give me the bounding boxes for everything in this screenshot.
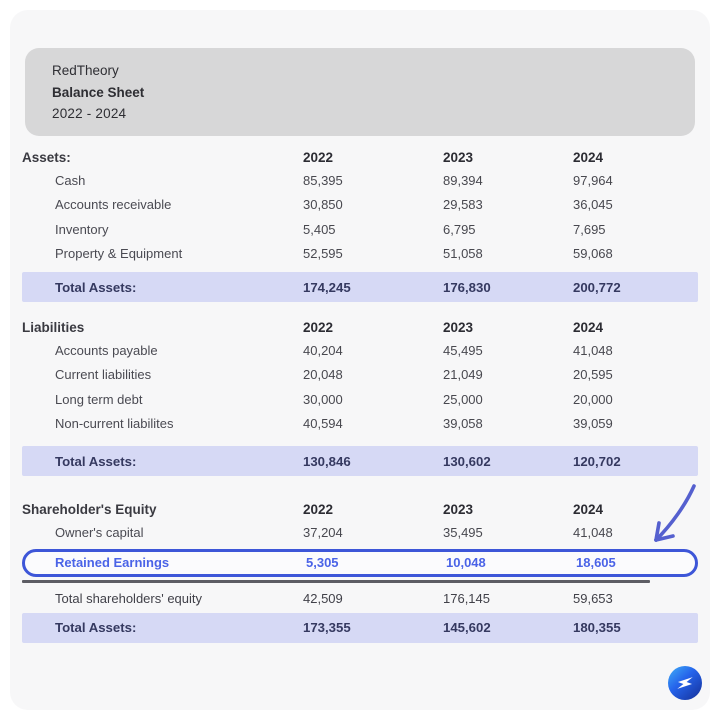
year-column-header: 2024	[573, 149, 604, 165]
assets-total-row: Total Assets: 174,245 176,830 200,772	[22, 272, 698, 302]
total-label: Total Assets:	[55, 620, 137, 635]
cell-value: 39,059	[573, 416, 613, 432]
cell-value: 10,048	[446, 555, 486, 570]
row-label: Current liabilities	[55, 367, 152, 383]
cell-value: 41,048	[573, 524, 613, 540]
year-column-header: 2024	[573, 319, 604, 335]
row-label: Property & Equipment	[55, 246, 183, 262]
cell-value: 29,583	[443, 197, 483, 213]
equity-subtotal-row: Total shareholders' equity 42,509 176,14…	[22, 587, 698, 611]
cell-value: 5,305	[306, 555, 339, 570]
document-title: Balance Sheet	[52, 84, 145, 100]
assets-section-header: Assets: 2022 2023 2024	[22, 146, 698, 168]
total-value: 173,355	[303, 620, 351, 635]
section-title: Shareholder's Equity	[22, 501, 157, 517]
table-row: Owner's capital 37,204 35,495 41,048	[22, 520, 698, 545]
cell-value: 30,000	[303, 391, 343, 407]
table-row: Non-current liabilites 40,594 39,058 39,…	[22, 412, 698, 437]
section-title: Liabilities	[22, 319, 85, 335]
cell-value: 20,048	[303, 367, 343, 383]
equity-total-row: Total Assets: 173,355 145,602 180,355	[22, 612, 698, 643]
table-row: Long term debt 30,000 25,000 20,000	[22, 387, 698, 412]
balance-sheet-card: RedTheory Balance Sheet 2022 - 2024 Asse…	[10, 10, 710, 710]
total-label: Total Assets:	[55, 453, 137, 469]
table-row: Accounts receivable 30,850 29,583 36,045	[22, 193, 698, 218]
table-row: Accounts payable 40,204 45,495 41,048	[22, 338, 698, 363]
liabilities-total-row: Total Assets: 130,846 130,602 120,702	[22, 446, 698, 476]
year-column-header: 2022	[303, 319, 334, 335]
cell-value: 21,049	[443, 367, 483, 383]
row-label: Cash	[55, 172, 86, 188]
cell-value: 59,653	[573, 591, 613, 606]
lightning-bolt-logo-icon	[668, 666, 702, 700]
total-value: 130,602	[443, 453, 491, 469]
cell-value: 85,395	[303, 172, 343, 188]
cell-value: 36,045	[573, 197, 613, 213]
cell-value: 18,605	[576, 555, 616, 570]
cell-value: 40,594	[303, 416, 343, 432]
row-label: Long term debt	[55, 391, 143, 407]
table-row: Property & Equipment 52,595 51,058 59,06…	[22, 242, 698, 267]
cell-value: 25,000	[443, 391, 483, 407]
total-value: 200,772	[573, 279, 621, 295]
table-row: Current liabilities 20,048 21,049 20,595	[22, 363, 698, 388]
cell-value: 37,204	[303, 524, 343, 540]
equity-section-header: Shareholder's Equity 2022 2023 2024	[22, 498, 698, 520]
row-label: Retained Earnings	[55, 555, 170, 570]
row-label: Owner's capital	[55, 524, 144, 540]
document-header: RedTheory Balance Sheet 2022 - 2024	[25, 48, 695, 136]
cell-value: 51,058	[443, 246, 483, 262]
total-value: 180,355	[573, 620, 621, 635]
section-title: Assets:	[22, 149, 71, 165]
row-label: Inventory	[55, 221, 109, 237]
cell-value: 5,405	[303, 221, 336, 237]
total-label: Total Assets:	[55, 279, 137, 295]
cell-value: 7,695	[573, 221, 606, 237]
cell-value: 52,595	[303, 246, 343, 262]
year-column-header: 2023	[443, 319, 474, 335]
cell-value: 176,145	[443, 591, 490, 606]
cell-value: 42,509	[303, 591, 343, 606]
balance-sheet-table: Assets: 2022 2023 2024 Cash 85,395 89,39…	[22, 146, 698, 643]
total-value: 174,245	[303, 279, 351, 295]
total-value: 120,702	[573, 453, 621, 469]
cell-value: 41,048	[573, 342, 613, 358]
table-row: Cash 85,395 89,394 97,964	[22, 168, 698, 193]
cell-value: 20,000	[573, 391, 613, 407]
row-label: Accounts receivable	[55, 197, 172, 213]
retained-earnings-highlighted-row: Retained Earnings 5,305 10,048 18,605	[22, 548, 698, 577]
row-label: Non-current liabilites	[55, 416, 174, 432]
row-label: Accounts payable	[55, 342, 158, 358]
cell-value: 59,068	[573, 246, 613, 262]
year-column-header: 2024	[573, 501, 604, 517]
cell-value: 30,850	[303, 197, 343, 213]
cell-value: 97,964	[573, 172, 613, 188]
liabilities-section-header: Liabilities 2022 2023 2024	[22, 316, 698, 338]
year-column-header: 2022	[303, 149, 334, 165]
cell-value: 35,495	[443, 524, 483, 540]
row-label: Total shareholders' equity	[55, 591, 203, 606]
cell-value: 40,204	[303, 342, 343, 358]
subtotal-divider-line	[22, 579, 650, 583]
cell-value: 45,495	[443, 342, 483, 358]
document-period: 2022 - 2024	[52, 106, 127, 121]
company-name: RedTheory	[52, 63, 119, 78]
cell-value: 39,058	[443, 416, 483, 432]
cell-value: 20,595	[573, 367, 613, 383]
year-column-header: 2022	[303, 501, 334, 517]
total-value: 176,830	[443, 279, 491, 295]
cell-value: 6,795	[443, 221, 476, 237]
cell-value: 89,394	[443, 172, 483, 188]
total-value: 130,846	[303, 453, 351, 469]
year-column-header: 2023	[443, 501, 474, 517]
total-value: 145,602	[443, 620, 491, 635]
table-row: Inventory 5,405 6,795 7,695	[22, 217, 698, 242]
year-column-header: 2023	[443, 149, 474, 165]
